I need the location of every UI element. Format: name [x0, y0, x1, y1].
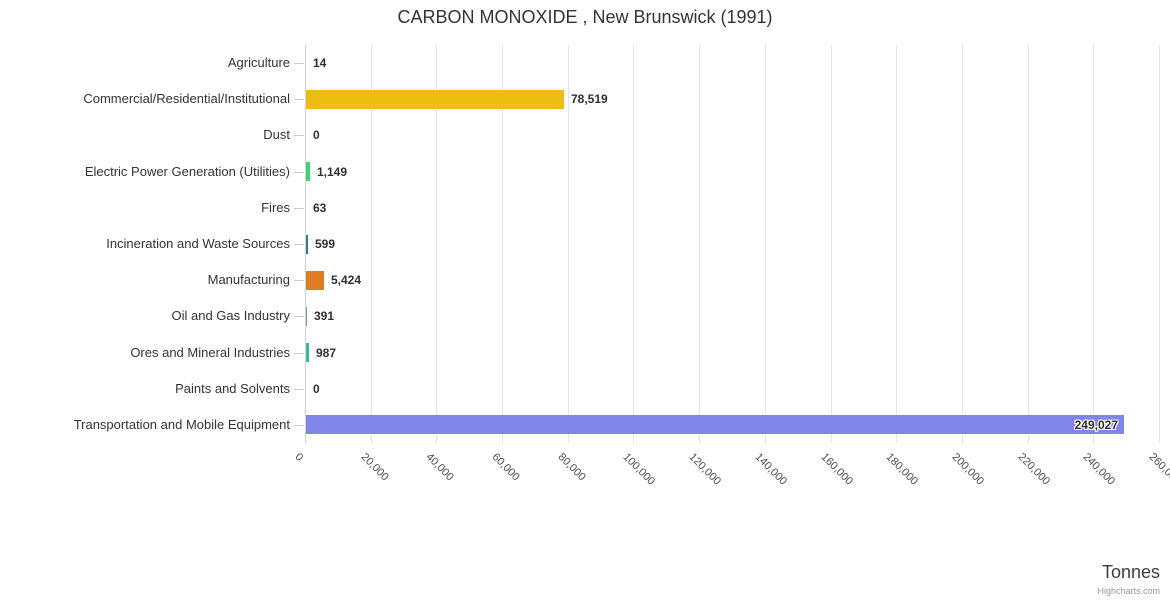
x-gridline	[1027, 45, 1029, 443]
x-gridline	[436, 45, 438, 443]
data-label: 599	[315, 237, 336, 251]
bar-incineration-and-waste-sources[interactable]	[306, 234, 308, 254]
x-axis-line	[305, 45, 306, 443]
category-label: Electric Power Generation (Utilities)	[84, 163, 290, 179]
category-tick	[294, 171, 304, 173]
data-label: 0	[313, 381, 320, 396]
category-tick	[294, 135, 304, 137]
x-tick-label: 180,000	[883, 451, 921, 488]
x-gridline	[961, 45, 963, 443]
x-tick-label: 100,000	[620, 451, 658, 488]
category-label: Commercial/Residential/Institutional	[83, 91, 290, 107]
x-tick-label: 60,000	[489, 451, 522, 484]
x-gridline	[1159, 45, 1160, 443]
category-label: Incineration and Waste Sources	[106, 236, 290, 251]
category-label: Dust	[263, 127, 290, 143]
data-label: 391	[314, 309, 335, 324]
category-label: Fires	[261, 199, 290, 215]
category-label: Manufacturing	[207, 272, 290, 288]
category-tick	[294, 352, 304, 354]
category-tick	[294, 388, 304, 390]
data-label: 14	[313, 56, 327, 71]
category-tick	[294, 316, 304, 318]
category-tick	[294, 280, 304, 282]
category-tick	[294, 99, 304, 101]
x-tick-label: 40,000	[423, 451, 457, 484]
category-label: Oil and Gas Industry	[171, 308, 291, 324]
bar-transportation-and-mobile-equipment[interactable]	[306, 415, 1124, 435]
data-label: 249,027	[1074, 417, 1118, 432]
x-tick-label: 120,000	[686, 451, 724, 488]
x-tick-label: 140,000	[752, 451, 789, 488]
data-label: 5,424	[331, 273, 362, 288]
x-tick-label: 260,000	[1146, 451, 1170, 488]
data-label: 1,149	[317, 164, 348, 179]
category-label: Paints and Solvents	[175, 380, 290, 396]
bar-ores-and-mineral-industries[interactable]	[306, 343, 309, 363]
category-label: Transportation and Mobile Equipment	[73, 416, 290, 432]
x-gridline	[633, 45, 635, 443]
x-tick-label: 240,000	[1080, 451, 1118, 488]
category-tick	[294, 424, 304, 426]
data-label: 78,519	[571, 92, 608, 107]
x-axis-title: Tonnes	[1101, 562, 1160, 582]
category-label: Agriculture	[227, 55, 290, 71]
highcharts-credits-link[interactable]: Highcharts.com	[1097, 586, 1160, 596]
x-tick-label: 20,000	[358, 451, 391, 484]
x-gridline	[896, 45, 898, 443]
x-tick-label: 220,000	[1015, 451, 1052, 488]
x-gridline	[502, 45, 504, 443]
x-tick-label: 0	[292, 451, 306, 464]
x-tick-label: 160,000	[818, 451, 855, 488]
data-label: 63	[313, 200, 327, 215]
x-gridline	[567, 45, 569, 443]
bar-oil-and-gas-industry[interactable]	[306, 306, 307, 326]
x-tick-label: 80,000	[555, 451, 588, 484]
x-gridline	[1093, 45, 1095, 443]
x-tick-label: 200,000	[949, 451, 987, 488]
x-gridline	[370, 45, 372, 443]
bar-electric-power-generation-utilities[interactable]	[306, 162, 310, 182]
bar-manufacturing[interactable]	[306, 270, 324, 290]
x-gridline	[830, 45, 832, 443]
category-tick	[294, 63, 304, 65]
category-tick	[294, 244, 304, 245]
category-tick	[294, 207, 304, 209]
x-gridline	[764, 45, 766, 443]
chart-title: CARBON MONOXIDE , New Brunswick (1991)	[397, 7, 773, 27]
bar-commercial-residential-institutional[interactable]	[306, 89, 564, 109]
data-label: 987	[316, 345, 337, 360]
data-label: 0	[313, 128, 320, 143]
x-gridline	[699, 45, 701, 443]
category-label: Ores and Mineral Industries	[130, 344, 290, 360]
